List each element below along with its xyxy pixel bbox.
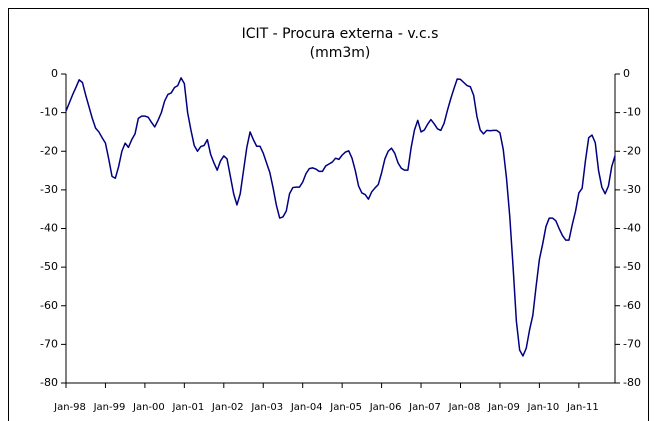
y-tick-label: -20 — [40, 144, 58, 157]
x-tick-label: Jan-09 — [487, 402, 520, 413]
data-line — [65, 77, 616, 357]
x-tick-label: Jan-02 — [211, 402, 244, 413]
chart-frame — [8, 8, 649, 421]
chart-title: ICIT - Procura externa - v.c.s — [242, 26, 439, 42]
x-tick-label: Jan-04 — [290, 402, 323, 413]
chart-subtitle: (mm3m) — [310, 45, 371, 61]
y-tick-label: -60 — [40, 299, 58, 312]
y2-tick-label: -70 — [623, 337, 641, 350]
x-tick-label: Jan-08 — [448, 402, 481, 413]
x-tick-label: Jan-07 — [408, 402, 441, 413]
x-tick-label: Jan-05 — [329, 402, 362, 413]
y-tick-label: 0 — [51, 67, 58, 80]
x-tick-label: Jan-11 — [566, 402, 599, 413]
y2-tick-label: -10 — [623, 106, 641, 119]
y-tick-label: -50 — [40, 260, 58, 273]
y2-tick-label: -50 — [623, 260, 641, 273]
y-tick-label: -10 — [40, 106, 58, 119]
y2-tick-label: 0 — [623, 67, 630, 80]
y2-tick-label: -20 — [623, 144, 641, 157]
x-tick-label: Jan-01 — [171, 402, 204, 413]
y2-tick-label: -60 — [623, 299, 641, 312]
x-tick-label: Jan-10 — [527, 402, 560, 413]
y2-tick-label: -40 — [623, 222, 641, 235]
y-tick-label: -40 — [40, 222, 58, 235]
x-tick-label: Jan-98 — [53, 402, 86, 413]
y-tick-label: -80 — [40, 376, 58, 389]
y2-tick-label: -80 — [623, 376, 641, 389]
x-tick-label: Jan-03 — [250, 402, 283, 413]
x-tick-label: Jan-00 — [132, 402, 165, 413]
y-tick-label: -30 — [40, 183, 58, 196]
x-tick-label: Jan-99 — [93, 402, 126, 413]
y2-tick-label: -30 — [623, 183, 641, 196]
y-tick-label: -70 — [40, 337, 58, 350]
x-tick-label: Jan-06 — [369, 402, 402, 413]
